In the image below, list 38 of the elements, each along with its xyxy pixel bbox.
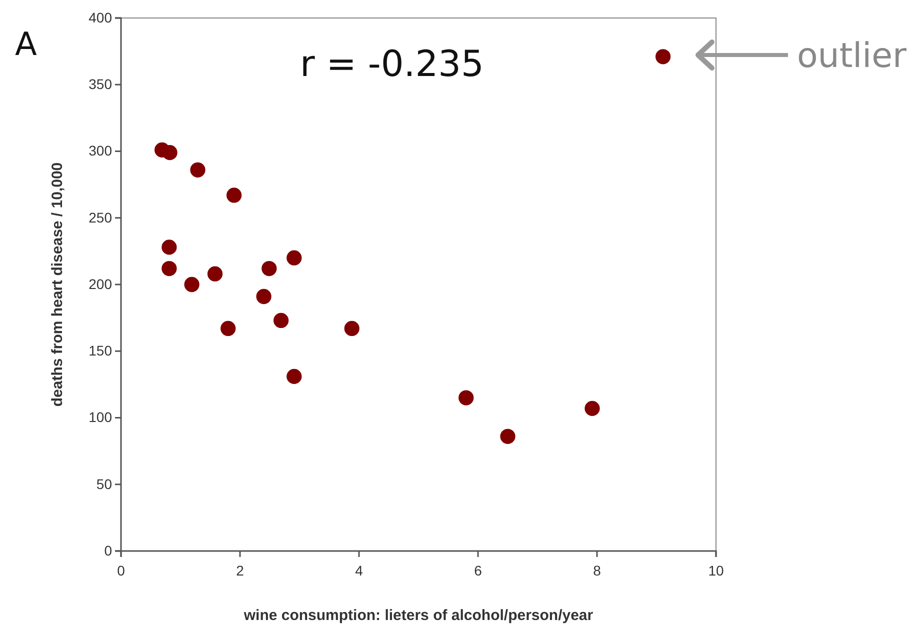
point <box>458 390 474 406</box>
point <box>162 145 178 160</box>
point <box>344 320 360 336</box>
x-tick-label: 2 <box>236 562 244 578</box>
y-tick-label: 250 <box>88 209 112 226</box>
x-axis-title: wine consumption: lieters of alcohol/person/year <box>242 607 594 624</box>
text: A <box>15 25 37 63</box>
point <box>207 266 223 282</box>
x-tick-label: 10 <box>708 562 724 578</box>
annotation: r = -0.235 <box>300 44 484 85</box>
x-tick-label: 0 <box>117 562 126 578</box>
y-tick-label: 300 <box>88 142 112 159</box>
point <box>190 162 206 178</box>
point <box>500 428 516 444</box>
point <box>262 260 277 276</box>
y-tick-label: 150 <box>88 342 112 359</box>
y-axis-title: deaths from heart disease / 10,000 <box>49 162 66 407</box>
y-tick-label: 0 <box>104 542 112 558</box>
point <box>286 250 302 266</box>
point <box>184 276 200 292</box>
point <box>286 368 302 384</box>
y-tick-label: 350 <box>88 76 112 92</box>
point <box>226 188 242 203</box>
point <box>256 288 272 304</box>
x-tick-label: 4 <box>355 562 364 578</box>
point <box>162 260 177 276</box>
y-tick-label: 50 <box>96 476 112 492</box>
point <box>220 320 236 336</box>
text: outlier <box>797 36 906 76</box>
point <box>584 400 600 416</box>
point <box>273 312 289 328</box>
point <box>162 240 177 255</box>
y-tick-label: 400 <box>88 9 112 26</box>
x-tick-label: 6 <box>474 562 482 578</box>
y-tick-label: 200 <box>88 276 112 292</box>
y-tick-label: 100 <box>88 409 112 426</box>
x-tick-label: 8 <box>593 562 602 578</box>
point <box>655 49 671 64</box>
